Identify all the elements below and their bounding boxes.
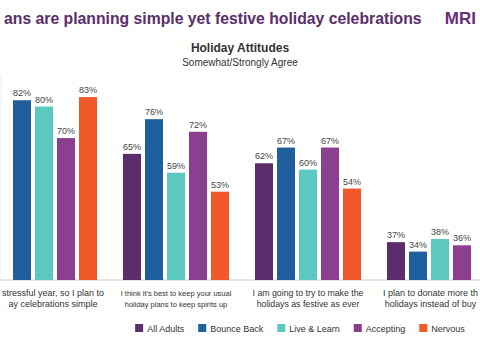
subtitle: Holiday Attitudes [191,41,290,55]
data-labels: 65% 62% 37% 82% 76% 67% 34% 80% 59% 60% 38% 70% 72% 6… [13,85,471,250]
bar [13,100,31,280]
y-axis-line [1,75,2,280]
legend-label: Accepting [366,324,406,334]
bar [255,163,273,280]
category-line: I plan to donate more th [383,288,478,298]
category-line: ay celebrations simple [9,299,98,309]
bars [13,97,471,280]
bar [321,148,339,280]
data-label: 59% [167,161,185,171]
data-label: 54% [343,177,361,187]
category-line: I am going to try to make the [253,288,364,298]
data-label: 72% [189,120,207,130]
bar [35,107,53,280]
title: ans are planning simple yet festive holi… [4,10,422,27]
data-label: 67% [321,136,339,146]
bar [145,119,163,280]
legend-label: Live & Learn [289,324,340,334]
legend-swatch [277,324,285,332]
bar [343,189,361,280]
data-label: 36% [453,233,471,243]
bar [409,252,427,280]
legend-swatch [198,324,206,332]
subtitle: Somewhat/Strongly Agree [182,57,298,68]
bar [299,170,317,280]
data-label: 34% [409,240,427,250]
legend: All Adults Bounce Back Live & Learn Accepti… [135,324,465,334]
bar [167,173,185,280]
category-label: I think it's best to keep your usual holi… [121,289,232,309]
logo: MRI [445,9,476,28]
category-line: stressful year, so I plan to [2,288,104,298]
legend-swatch [135,324,143,332]
legend-label: Nervous [431,324,465,334]
bar [453,245,471,280]
data-label: 62% [255,151,273,161]
data-label: 38% [431,227,449,237]
bar [211,192,229,280]
legend-swatch [419,324,427,332]
data-label: 76% [145,107,163,117]
category-line: holidays instead of buy [385,299,477,309]
category-line: holiday plans to keep spirits up [125,300,228,309]
legend-label: All Adults [147,324,185,334]
data-label: 83% [79,85,97,95]
bar [277,148,295,280]
category-label: stressful year, so I plan toay celebrati… [2,288,104,309]
data-label: 37% [387,230,405,240]
category-line: I think it's best to keep your usual [121,289,232,298]
category-label: I am going to try to make theholidays as… [253,288,364,309]
legend-swatch [354,324,362,332]
data-label: 70% [57,126,75,136]
data-label: 80% [35,95,53,105]
bar [189,132,207,280]
legend-label: Bounce Back [210,324,264,334]
category-line: holidays as festive as ever [257,299,360,309]
category-label: I plan to donate more thholidays instead… [383,288,478,309]
chart: ans are planning simple yet festive holi… [0,0,480,360]
data-label: 65% [123,142,141,152]
bar [123,154,141,280]
data-label: 82% [13,88,31,98]
bar [57,138,75,280]
bar [79,97,97,280]
data-label: 53% [211,180,229,190]
data-label: 67% [277,136,295,146]
bar [387,242,405,280]
bar [431,239,449,280]
data-label: 60% [299,158,317,168]
